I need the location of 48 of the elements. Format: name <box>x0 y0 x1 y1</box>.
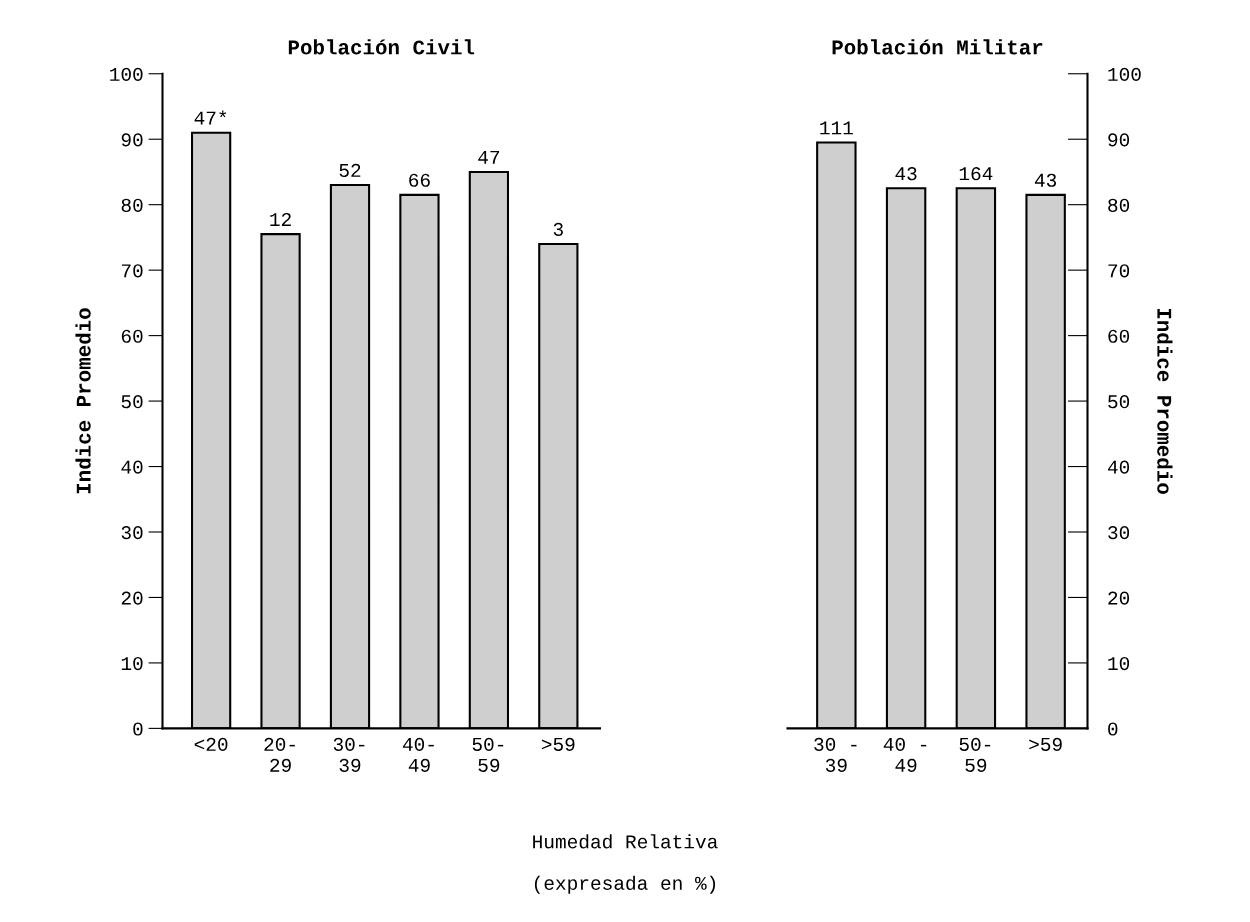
y-axis-title: Indice Promedio <box>1157 308 1173 494</box>
y-tick-label: 0 <box>133 722 143 736</box>
annotation: 3 <box>553 222 563 236</box>
y-axis-title: Indice Promedio <box>75 308 91 494</box>
annotation: 111 <box>820 121 853 135</box>
y-tick-label: 0 <box>1108 722 1118 736</box>
y-tick-label: 60 <box>1108 329 1130 343</box>
y-tick-label: 100 <box>110 67 143 81</box>
y-tick-label: 90 <box>1108 133 1130 147</box>
x-tick-label: 30- 39 <box>333 737 365 772</box>
y-tick-label: 70 <box>1108 264 1130 278</box>
x-tick-label: 50- 59 <box>959 737 991 772</box>
y-tick-label: 80 <box>1108 198 1130 212</box>
x-tick-label: 30 - 39 <box>814 737 857 772</box>
y-tick-label: 100 <box>1108 67 1141 81</box>
y-tick-label: 20 <box>1108 591 1130 605</box>
annotation: 12 <box>270 212 291 226</box>
annotation: 52 <box>339 163 361 178</box>
text: (expresada en %) <box>534 875 716 894</box>
x-tick-label: 40- 49 <box>402 737 434 772</box>
annotation: 43 <box>895 167 917 181</box>
annotation: 43 <box>1034 173 1057 187</box>
chart-title: Población Militar <box>832 39 1043 55</box>
y-tick-label: 30 <box>1108 526 1130 540</box>
x-tick-label: >59 <box>1029 737 1062 751</box>
x-tick-label: 40 - 49 <box>883 737 927 772</box>
y-tick-label: 60 <box>121 329 143 343</box>
y-tick-label: 50 <box>1108 395 1130 409</box>
annotation: 47* <box>194 110 227 125</box>
y-tick-label: 20 <box>121 591 143 605</box>
x-tick-label: 20- 29 <box>264 737 295 772</box>
y-tick-label: 90 <box>121 133 143 147</box>
annotation: 164 <box>959 167 993 181</box>
annotation: 47 <box>478 150 500 164</box>
y-tick-label: 40 <box>1107 460 1130 474</box>
y-tick-label: 80 <box>121 198 143 212</box>
y-tick-label: 30 <box>121 526 143 540</box>
annotation: 66 <box>409 173 430 187</box>
x-tick-label: >59 <box>541 737 575 751</box>
y-tick-label: 10 <box>1108 656 1130 671</box>
y-tick-label: 70 <box>121 264 143 278</box>
x-tick-label: <20 <box>194 737 228 751</box>
x-tick-label: 50- 59 <box>472 737 504 772</box>
y-tick-label: 10 <box>121 656 143 671</box>
chart-title: Población Civil <box>288 39 475 55</box>
y-tick-label: 50 <box>121 395 143 409</box>
y-tick-label: 40 <box>121 460 143 474</box>
x-axis-title: Humedad Relativa <box>533 834 718 849</box>
